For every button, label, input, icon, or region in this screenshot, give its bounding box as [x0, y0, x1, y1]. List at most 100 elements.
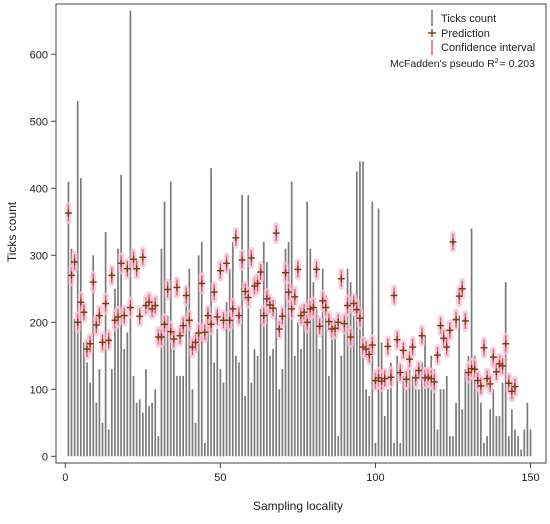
prediction-point-124 [446, 326, 454, 334]
prediction-point-57 [238, 256, 246, 264]
prediction-point-99 [368, 341, 376, 349]
prediction-point-40 [185, 316, 193, 324]
prediction-point-65 [263, 295, 271, 303]
prediction-point-7 [83, 345, 91, 353]
prediction-point-113 [412, 374, 420, 382]
prediction-point-41 [188, 343, 196, 351]
prediction-point-58 [241, 287, 249, 295]
prediction-point-70 [278, 312, 286, 320]
y-axis-label: Ticks count [5, 201, 19, 262]
prediction-point-74 [291, 293, 299, 301]
prediction-point-19 [120, 312, 128, 320]
prediction-point-79 [306, 305, 314, 313]
prediction-point-77 [300, 308, 308, 316]
prediction-point-78 [303, 318, 311, 326]
prediction-point-3 [71, 258, 79, 266]
prediction-point-83 [319, 297, 327, 305]
prediction-point-80 [309, 304, 317, 312]
prediction-point-97 [362, 345, 370, 353]
prediction-point-132 [471, 365, 479, 373]
prediction-point-115 [418, 332, 426, 340]
prediction-point-137 [486, 380, 494, 388]
prediction-point-15 [108, 271, 116, 279]
prediction-point-14 [105, 336, 113, 344]
prediction-point-31 [157, 333, 165, 341]
prediction-point-143 [505, 379, 513, 387]
prediction-point-32 [161, 320, 169, 328]
y-tick-label-500: 500 [30, 116, 48, 128]
y-tick-label-300: 300 [30, 250, 48, 262]
prediction-point-105 [387, 373, 395, 381]
prediction-point-48 [210, 288, 218, 296]
prediction-point-76 [297, 312, 305, 320]
prediction-point-11 [95, 312, 103, 320]
prediction-point-139 [492, 368, 500, 376]
prediction-point-20 [123, 265, 131, 273]
prediction-point-82 [316, 322, 324, 330]
prediction-point-114 [415, 367, 423, 375]
y-tick-label-600: 600 [30, 49, 48, 61]
prediction-point-27 [145, 298, 153, 306]
prediction-point-23 [133, 265, 141, 273]
prediction-point-22 [130, 255, 138, 263]
legend-plus-symbol [428, 29, 436, 37]
prediction-point-28 [148, 305, 156, 313]
prediction-point-64 [260, 312, 268, 320]
x-tick-label-0: 0 [62, 472, 68, 484]
prediction-point-88 [334, 318, 342, 326]
prediction-point-6 [80, 308, 88, 316]
prediction-point-59 [244, 293, 252, 301]
prediction-point-25 [139, 253, 147, 261]
y-tick-label-0: 0 [42, 451, 48, 463]
bars-layer [67, 10, 532, 457]
prediction-point-9 [89, 278, 97, 286]
prediction-point-16 [111, 316, 119, 324]
prediction-point-37 [176, 332, 184, 340]
prediction-point-111 [406, 355, 414, 363]
prediction-point-128 [458, 285, 466, 293]
prediction-point-21 [126, 304, 134, 312]
y-tick-label-100: 100 [30, 384, 48, 396]
prediction-point-112 [409, 343, 417, 351]
prediction-point-98 [365, 350, 373, 358]
x-tick-label-100: 100 [366, 472, 384, 484]
prediction-point-135 [480, 344, 488, 352]
prediction-point-107 [393, 336, 401, 344]
x-axis-label: Sampling locality [253, 499, 343, 513]
prediction-point-54 [229, 305, 237, 313]
prediction-point-18 [117, 259, 125, 267]
prediction-point-84 [322, 304, 330, 312]
prediction-point-39 [182, 291, 190, 299]
prediction-point-145 [511, 383, 519, 391]
prediction-point-5 [77, 298, 85, 306]
prediction-point-121 [437, 322, 445, 330]
prediction-point-29 [151, 302, 159, 310]
x-tick-label-50: 50 [214, 472, 226, 484]
prediction-point-47 [207, 320, 215, 328]
prediction-point-60 [247, 254, 255, 262]
prediction-point-85 [325, 318, 333, 326]
prediction-point-122 [440, 334, 448, 342]
prediction-point-45 [201, 328, 209, 336]
prediction-point-144 [508, 387, 516, 395]
prediction-point-81 [313, 265, 321, 273]
prediction-point-35 [170, 335, 178, 343]
prediction-point-44 [198, 279, 206, 287]
prediction-point-73 [288, 305, 296, 313]
prediction-point-104 [384, 342, 392, 350]
prediction-point-109 [399, 346, 407, 354]
y-tick-label-400: 400 [30, 183, 48, 195]
prediction-point-126 [452, 316, 460, 324]
prediction-point-119 [430, 378, 438, 386]
x-tick-label-150: 150 [521, 472, 539, 484]
prediction-point-72 [285, 288, 293, 296]
prediction-point-33 [164, 285, 172, 293]
prediction-point-127 [455, 292, 463, 300]
prediction-point-101 [375, 374, 383, 382]
prediction-point-94 [353, 306, 361, 314]
prediction-point-133 [474, 377, 482, 385]
prediction-point-24 [136, 312, 144, 320]
plot-area [55, 3, 547, 464]
